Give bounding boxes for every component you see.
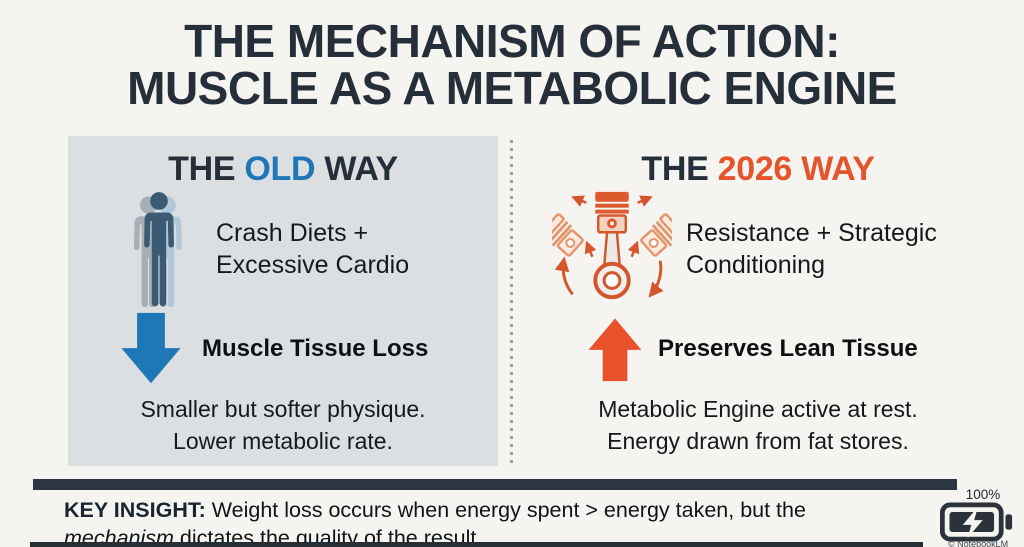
new-way-approach-text: Resistance + Strategic Conditioning	[686, 217, 937, 282]
key-insight-italic-word: mechanism	[64, 526, 174, 547]
key-insight-line2-text: dictates the quality of the result.	[179, 526, 483, 547]
shrinking-body-icon	[122, 191, 196, 307]
page-title-line1: THE MECHANISM OF ACTION:	[184, 15, 840, 67]
new-way-heading-highlight: 2026 WAY	[717, 150, 875, 188]
battery-charging-icon	[938, 502, 1018, 542]
new-way-panel: THE 2026 WAY	[526, 136, 990, 466]
key-insight-line2: mechanism dictates the quality of the re…	[64, 524, 904, 547]
arrow-up-icon	[582, 312, 648, 386]
new-way-approach-line2: Conditioning	[686, 251, 825, 279]
old-way-heading: THE OLD WAY	[68, 150, 498, 189]
watermark: © NotebookLM	[948, 539, 1009, 547]
page-title-line2: MUSCLE AS A METABOLIC ENGINE	[127, 61, 897, 114]
key-insight: KEY INSIGHT: Weight loss occurs when ene…	[64, 496, 904, 547]
old-way-result-line2: Lower metabolic rate.	[173, 427, 393, 454]
new-way-outcome-label: Preserves Lean Tissue	[658, 335, 918, 362]
old-way-approach-row: Crash Diets + Excessive Cardio	[68, 188, 498, 310]
old-way-heading-prefix: THE	[168, 150, 245, 188]
old-way-approach-line2: Excessive Cardio	[216, 251, 410, 279]
new-way-approach-row: Resistance + Strategic Conditioning	[526, 188, 990, 310]
page-title: THE MECHANISM OF ACTION: MUSCLE AS A MET…	[0, 18, 1024, 112]
old-way-outcome-label: Muscle Tissue Loss	[202, 335, 429, 362]
key-insight-label: KEY INSIGHT:	[64, 498, 206, 522]
divider-bar	[33, 479, 957, 490]
key-insight-line1-text: Weight loss occurs when energy spent > e…	[211, 498, 806, 522]
new-way-result-text: Metabolic Engine active at rest. Energy …	[526, 394, 990, 457]
arrow-down-icon	[114, 312, 188, 386]
key-insight-line1: KEY INSIGHT: Weight loss occurs when ene…	[64, 496, 904, 524]
new-way-result-line2: Energy drawn from fat stores.	[607, 427, 909, 454]
dotted-divider	[510, 140, 513, 466]
new-way-outcome-row: Preserves Lean Tissue	[526, 310, 990, 388]
bottom-edge-strip	[30, 542, 923, 547]
new-way-heading: THE 2026 WAY	[526, 150, 990, 189]
battery-percent-label: 100%	[965, 487, 1001, 502]
old-way-approach-line1: Crash Diets +	[216, 218, 369, 247]
old-way-panel: THE OLD WAY Crash Diets + Excessive Card…	[68, 136, 498, 466]
new-way-result-line1: Metabolic Engine active at rest.	[598, 396, 918, 422]
old-way-result-text: Smaller but softer physique. Lower metab…	[68, 394, 498, 457]
new-way-heading-prefix: THE	[641, 150, 718, 188]
new-way-approach-line1: Resistance + Strategic	[686, 218, 937, 247]
engine-pistons-icon	[552, 188, 672, 310]
old-way-outcome-row: Muscle Tissue Loss	[68, 310, 498, 388]
old-way-heading-highlight: OLD	[244, 150, 316, 188]
old-way-result-line1: Smaller but softer physique.	[140, 396, 426, 422]
old-way-heading-suffix: WAY	[315, 150, 398, 188]
battery-status: 100%	[938, 487, 1018, 542]
old-way-approach-text: Crash Diets + Excessive Cardio	[216, 217, 409, 282]
